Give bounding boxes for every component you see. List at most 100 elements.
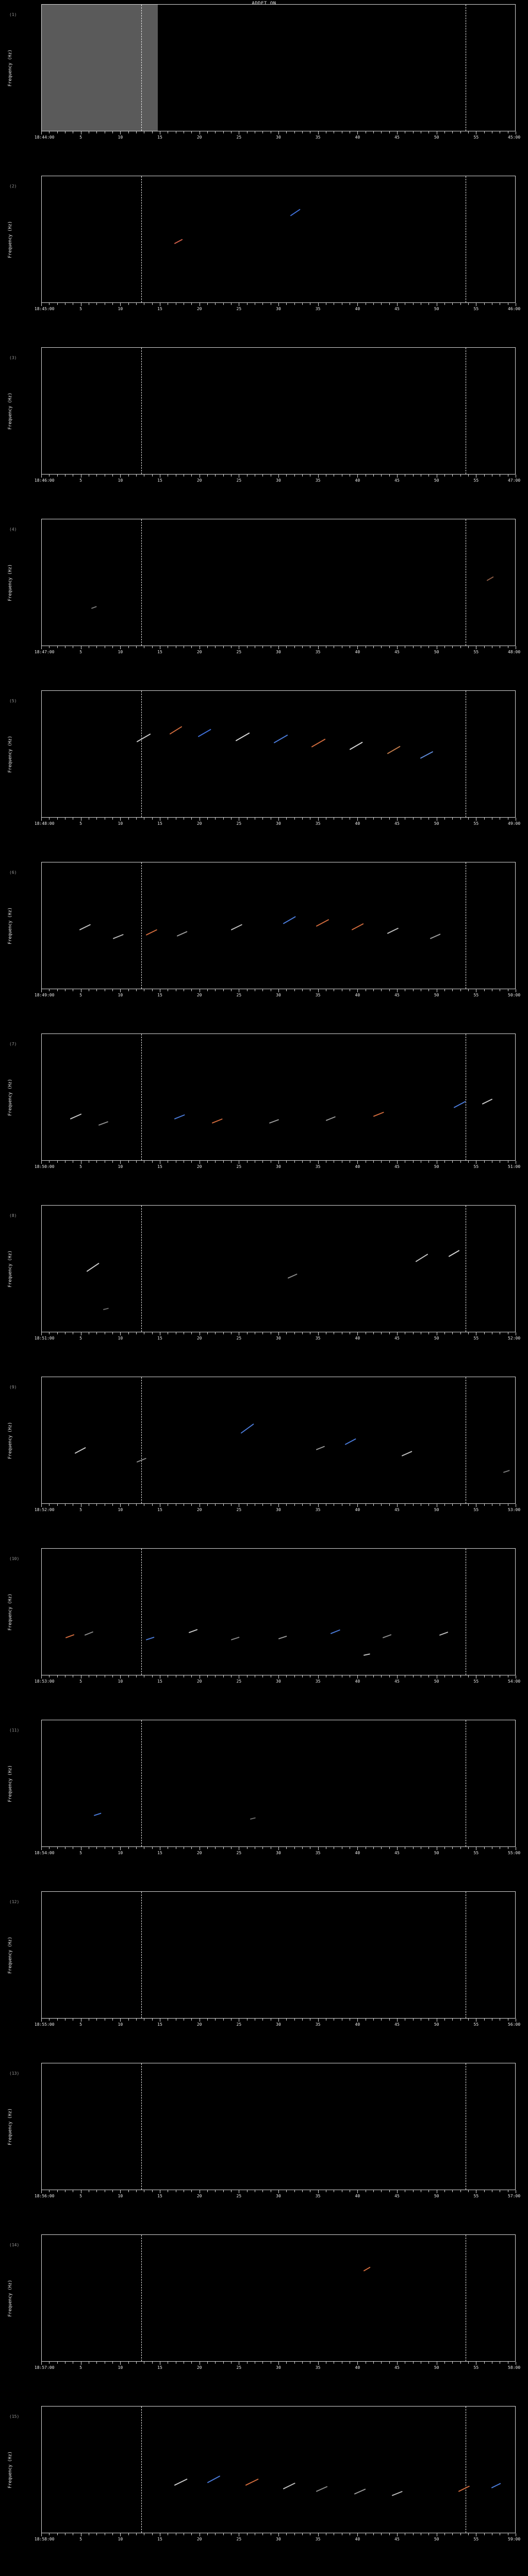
x-axis-minor-tick [428,131,430,133]
x-axis-tick-label: 18:49:00 [34,993,55,997]
detection-track [373,1112,384,1117]
x-axis-tick-label: 15 [157,993,162,997]
plot-area[interactable]: 02004006008001000 [41,2234,516,2362]
x-axis-tick-label: 40 [355,2365,360,2370]
x-axis-minor-tick [112,989,113,991]
x-axis-minor-tick [96,989,97,991]
plot-area[interactable]: 02004006008001000 [41,690,516,818]
x-axis-minor-tick [412,131,414,133]
x-axis-minor-tick [460,646,461,648]
y-axis-tick [41,862,42,863]
y-axis-minor-tick [41,2279,42,2280]
y-axis-title: Frequency (Hz) [8,1593,13,1631]
x-axis-minor-tick [136,474,137,477]
x-axis-tick-label: 50 [434,2022,439,2027]
x-axis-tick [41,1161,42,1164]
x-axis-minor-tick [246,2362,248,2364]
x-axis-tick [318,1504,319,1507]
x-axis-minor-tick [246,131,248,133]
x-axis-tick-label: 50 [434,1851,439,1855]
x-axis-minor-tick [152,2533,153,2535]
x-axis-minor-tick [152,2190,153,2192]
x-axis-minor-tick [302,2019,303,2021]
x-axis-minor-tick [373,818,374,820]
x-axis-minor-tick [484,818,485,820]
plot-area[interactable]: 02004006008001000 [41,2406,516,2533]
y-axis-minor-tick [41,1961,42,1962]
x-axis-tick-label: 35 [315,650,321,654]
y-axis-minor-tick [41,1440,42,1441]
plot-area[interactable]: 02004006008001000 [41,4,516,131]
x-axis-tick [120,303,121,306]
plot-area[interactable]: 02004006008001000 [41,176,516,303]
plot-area[interactable]: 02004006008001000 [41,862,516,989]
plot-area[interactable]: 02004006008001000 [41,2063,516,2190]
detection-track [458,2485,470,2492]
plot-area[interactable]: 02004006008001000 [41,347,516,474]
x-axis-minor-tick [294,474,295,477]
plot-area[interactable]: 02004006008001000 [41,1205,516,1332]
x-axis-minor-tick [302,818,303,820]
x-axis-tick-label: 18:55:00 [34,2022,55,2027]
y-axis-minor-tick [41,1484,42,1485]
y-axis-tick [41,2507,42,2508]
x-axis-minor-tick [452,131,453,133]
x-axis-tick-label: 10 [118,1679,123,1684]
y-axis-tick [41,55,42,56]
x-axis-tick [357,1675,358,1679]
plot-area[interactable]: 02004006008001000 [41,1548,516,1675]
x-axis-tick [278,1332,279,1335]
x-axis-minor-tick [49,1332,50,1334]
x-axis-minor-tick [136,646,137,648]
plot-area[interactable]: 02004006008001000 [41,1377,516,1504]
x-axis-minor-tick [373,303,374,305]
x-axis-minor-tick [412,2533,414,2535]
x-axis-minor-tick [223,1332,224,1334]
x-axis-minor-tick [412,2019,414,2021]
x-axis-minor-tick [207,818,208,820]
detection-track [269,1118,279,1124]
plot-area[interactable]: 02004006008001000 [41,1720,516,1847]
x-axis-minor-tick [484,2019,485,2021]
x-axis-tick-label: 10 [118,650,123,654]
x-axis-tick-label: 50 [434,1507,439,1512]
x-axis-tick [41,303,42,306]
x-axis-tick-label: 40 [355,2194,360,2198]
x-axis-tick-label: 55 [473,2537,479,2541]
x-axis-minor-tick [215,646,216,648]
plot-area[interactable]: 02004006008001000 [41,1033,516,1161]
x-axis-minor-tick [57,646,58,648]
x-axis-minor-tick [412,1675,414,1677]
x-axis-tick-label: 25 [236,307,242,311]
x-axis-tick [318,2533,319,2536]
x-axis-minor-tick [112,1675,113,1677]
x-axis-tick-label: 35 [315,2537,321,2541]
y-axis-minor-tick [41,576,42,577]
y-axis-tick [41,1917,42,1918]
y-axis-minor-tick [41,1580,42,1581]
x-axis-minor-tick [231,131,232,133]
x-axis-minor-tick [215,303,216,305]
x-axis-tick-label: 20 [196,1336,202,1341]
x-axis: 18:47:00 5 10 15 20 25 30 35 40 45 50 55 48:00 [35,646,520,657]
y-axis-tick [41,277,42,278]
x-axis-tick-label: 45 [394,2194,400,2198]
x-axis-minor-tick [286,131,287,133]
plot-area[interactable]: 02004006008001000 [41,519,516,646]
x-axis-minor-tick [57,1504,58,1506]
x-axis-tick-label: 49:00 [508,821,521,826]
x-axis-tick [120,646,121,649]
detection-track [212,1118,223,1124]
x-axis-tick-label: 10 [118,1336,123,1341]
x-axis-minor-tick [223,818,224,820]
y-axis-tick [41,2406,42,2407]
x-axis-minor-tick [381,646,382,648]
x-axis-minor-tick [112,1847,113,1849]
x-axis-minor-tick [96,2362,97,2364]
x-axis-tick-label: 18:51:00 [34,1336,55,1341]
y-axis-title: Frequency (Hz) [8,564,13,601]
plot-area[interactable]: 02004006008001000 [41,1891,516,2019]
x-axis-minor-tick [191,2362,192,2364]
x-axis-tick-label: 20 [196,650,202,654]
y-axis-tick [41,201,42,202]
